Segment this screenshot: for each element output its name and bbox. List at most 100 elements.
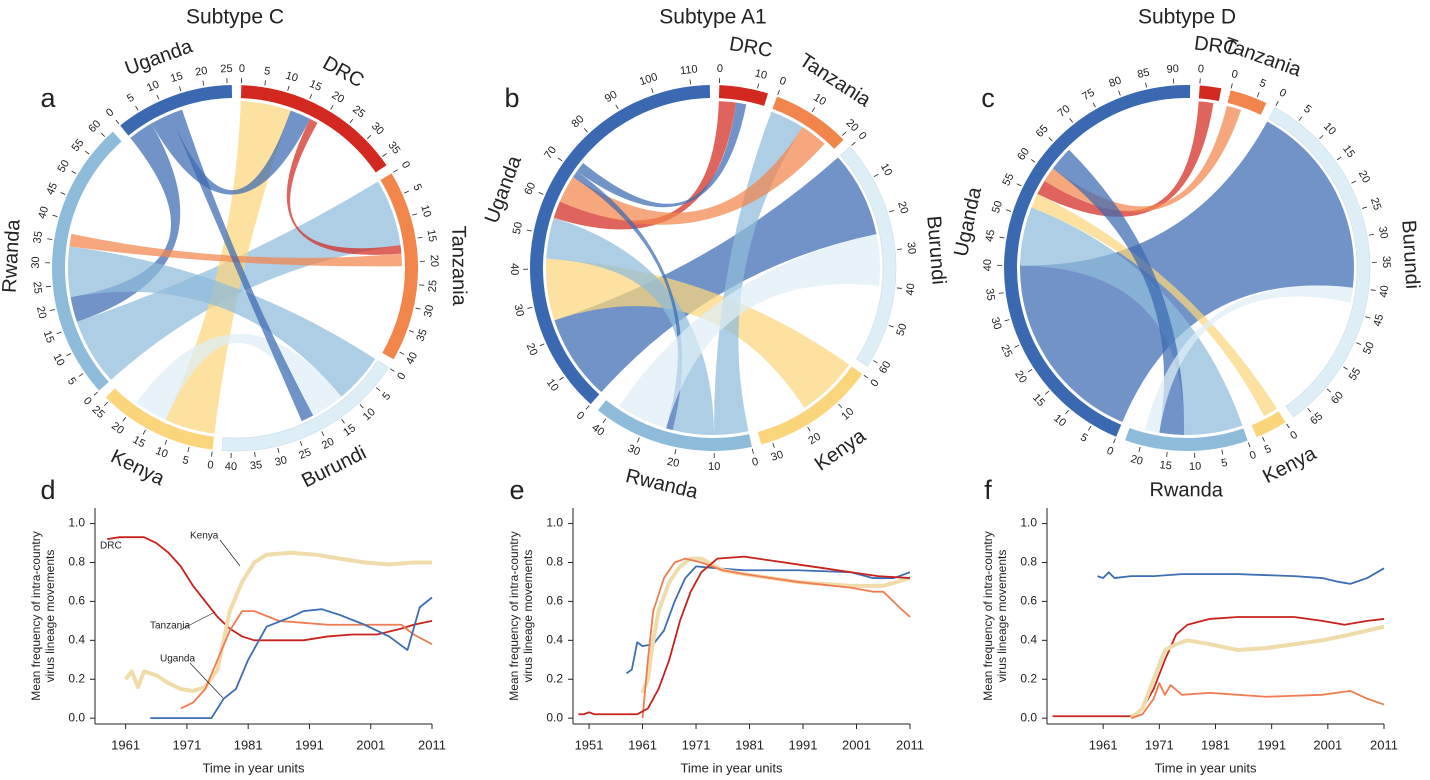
chart-title: Subtype D: [1138, 6, 1236, 29]
tick-mark: [811, 107, 816, 113]
tick-label: 35: [249, 459, 262, 472]
leader-line: [189, 662, 224, 699]
tick-label: 10: [811, 92, 828, 109]
segment-name: Rwanda: [623, 465, 700, 504]
x-tick-label: 2011: [1370, 737, 1398, 752]
y-tick-label: 0.0: [1020, 710, 1037, 724]
tick-mark: [1336, 156, 1342, 161]
chord: [554, 157, 877, 393]
tick-label: 25: [350, 103, 367, 120]
y-tick-label: 0.6: [1020, 594, 1037, 608]
chord: [136, 333, 342, 420]
tick-label: 10: [753, 67, 768, 82]
segment-arc: [529, 85, 711, 405]
tick-mark: [408, 330, 414, 333]
tick-label: 20: [1356, 169, 1372, 185]
segment-name: Uganda: [481, 152, 526, 226]
tick-label: 0: [399, 159, 412, 170]
tick-label: 20: [194, 65, 208, 79]
series-line: [578, 555, 911, 716]
y-tick-label: 0.8: [1020, 555, 1037, 569]
x-tick-label: 2011: [418, 737, 446, 752]
tick-mark: [873, 173, 879, 178]
tick-mark: [375, 387, 381, 392]
chord: [714, 111, 803, 435]
tick-label: 0: [239, 63, 246, 75]
tick-label: 55: [70, 137, 87, 154]
tick-label: 5: [263, 65, 271, 78]
tick-label: 5: [1301, 103, 1313, 116]
tick-mark: [277, 447, 280, 453]
tick-mark: [1275, 101, 1279, 106]
tick-label: 30: [1376, 226, 1390, 240]
chart-title: Subtype C: [186, 6, 284, 29]
tick-label: 20: [666, 456, 680, 470]
panel-label: c: [981, 83, 995, 113]
y-tick-label: 0.4: [1020, 632, 1037, 646]
tick-label: 0: [1277, 87, 1288, 100]
chord: [1020, 121, 1354, 422]
tick-mark: [52, 214, 58, 217]
tick-mark: [299, 440, 303, 446]
tick-label: 20: [1129, 453, 1144, 468]
tick-label: 35: [31, 230, 45, 244]
tick-label: 55: [1000, 172, 1016, 188]
tick-label: 70: [1056, 103, 1073, 120]
tick-label: 50: [894, 322, 909, 337]
x-tick-label: 1981: [735, 737, 764, 752]
tick-label: 40: [508, 263, 520, 275]
x-tick-label: 1971: [172, 737, 201, 752]
x-axis-label: Time in year units: [680, 760, 783, 775]
tick-label: 25: [297, 446, 313, 462]
segment-arc: [105, 388, 215, 450]
tick-label: 45: [44, 181, 60, 197]
tick-label: 80: [569, 113, 586, 130]
tick-label: 25: [220, 63, 233, 76]
tick-mark: [1088, 425, 1092, 431]
tick-label: 15: [1030, 392, 1047, 409]
tick-label: 10: [145, 79, 161, 95]
y-tick-label: 0.0: [68, 710, 85, 724]
tick-mark: [254, 451, 256, 457]
series-label: Kenya: [190, 531, 219, 542]
tick-label: 0: [868, 377, 881, 389]
tick-mark: [164, 439, 168, 445]
tick-mark: [1351, 180, 1357, 184]
tick-label: 10: [50, 352, 66, 368]
tick-mark: [896, 287, 902, 289]
y-axis-label: virus lineage movements: [521, 550, 535, 683]
x-tick-label: 2011: [896, 737, 924, 752]
tick-mark: [1138, 446, 1141, 452]
tick-label: 5: [125, 92, 136, 105]
tick-mark: [757, 83, 760, 89]
tick-label: 40: [589, 422, 606, 439]
tick-mark: [674, 449, 677, 455]
tick-mark: [47, 238, 53, 240]
tick-label: 0: [81, 395, 94, 408]
panel-label: b: [504, 83, 519, 113]
segment-arc: [597, 400, 752, 451]
tick-mark: [1048, 137, 1053, 142]
tick-label: 40: [1378, 285, 1391, 299]
tick-label: 10: [154, 445, 170, 461]
tick-label: 65: [1308, 410, 1325, 427]
segment-arc: [1198, 85, 1222, 102]
tick-label: 40: [225, 461, 237, 473]
tick-label: 30: [770, 449, 785, 464]
series-line: [640, 556, 911, 694]
y-tick-label: 0.8: [546, 555, 563, 569]
tick-mark: [1030, 159, 1036, 163]
segment-arc: [1251, 411, 1286, 438]
x-tick-label: 1991: [1257, 737, 1286, 752]
tick-mark: [777, 89, 780, 95]
segment-name: Tanzania: [795, 49, 875, 112]
tick-label: 20: [34, 305, 48, 320]
tick-label: 5: [380, 390, 393, 402]
tick-label: 0: [104, 106, 116, 119]
tick-mark: [71, 170, 77, 174]
tick-label: 10: [1189, 460, 1202, 472]
x-tick-label: 2001: [842, 737, 871, 752]
tick-label: 60: [1329, 389, 1346, 406]
tick-mark: [100, 132, 106, 137]
tick-mark: [1027, 368, 1033, 373]
